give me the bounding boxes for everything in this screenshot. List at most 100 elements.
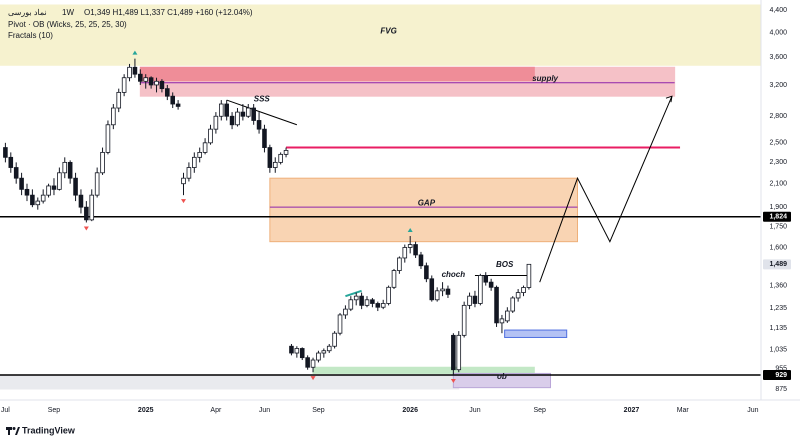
candle-body	[46, 185, 51, 196]
y-tick-label: 1,360	[769, 282, 787, 289]
candle-body	[24, 188, 30, 196]
candle-body	[213, 115, 219, 130]
candle-body	[159, 80, 165, 90]
candle-body	[132, 66, 138, 75]
candle-body	[197, 151, 202, 158]
y-tick-label: 1,235	[769, 305, 787, 312]
candle-body	[294, 348, 300, 354]
candle-body	[170, 95, 175, 105]
candle-body	[391, 270, 397, 288]
x-tick-label: Sep	[533, 407, 546, 414]
candle-body	[515, 292, 521, 299]
candle-body	[424, 265, 429, 280]
candle-body	[397, 257, 402, 271]
annotation-line	[539, 96, 673, 283]
candle-body	[262, 128, 267, 148]
y-tick-label: 3,200	[769, 82, 787, 89]
zone	[139, 66, 535, 82]
x-tick-label: 2027	[624, 407, 640, 414]
price-label-box	[763, 369, 791, 380]
candle-body	[418, 254, 424, 267]
candle-body	[224, 103, 229, 117]
candle-body	[245, 107, 251, 117]
annotation-label: ob	[497, 372, 507, 381]
candle-body	[343, 308, 348, 316]
price-label-box	[763, 211, 791, 222]
candle-body	[138, 73, 143, 82]
candle-body	[467, 295, 472, 306]
footer-brand: TradingView	[22, 425, 76, 435]
annotation-label: FVG	[380, 27, 396, 36]
annotation-label: SSS	[254, 94, 271, 103]
candle-body	[121, 77, 127, 93]
candle-body	[429, 278, 435, 301]
price-label: 1,824	[769, 214, 787, 221]
fractal-marker	[450, 378, 456, 383]
fractal-marker	[181, 199, 187, 204]
candle-body	[35, 200, 41, 206]
candle-body	[100, 151, 105, 174]
y-tick-label: 2,100	[769, 181, 787, 188]
zone	[0, 4, 762, 66]
candle-body	[51, 185, 57, 190]
candle-body	[192, 156, 197, 168]
candle-body	[218, 103, 224, 117]
x-tick-label: Sep	[48, 407, 61, 414]
logo	[6, 427, 20, 435]
y-tick-label: 875	[775, 386, 787, 393]
candle-body	[299, 348, 305, 359]
candle-body	[13, 167, 19, 179]
candle-body	[526, 263, 532, 288]
candle-body	[283, 150, 289, 155]
candle-body	[461, 304, 467, 336]
candle-body	[278, 153, 283, 163]
indicator: Fractals (10)	[8, 31, 53, 40]
candle-body	[67, 161, 73, 179]
candle-body	[181, 177, 186, 185]
candle-body	[19, 177, 24, 190]
candle-body	[111, 107, 116, 126]
y-tick-label: 955	[775, 365, 787, 372]
candle-body	[445, 288, 451, 295]
candle-body	[30, 194, 35, 206]
candle-body	[434, 290, 440, 301]
interval: 1W	[62, 8, 74, 17]
y-tick-label: 1,035	[769, 346, 787, 353]
candle-body	[154, 80, 159, 86]
candle-body	[521, 287, 526, 293]
plot-area: FVG supply SSS GAP choch BOS ob	[0, 4, 762, 390]
candle-body	[143, 77, 149, 82]
candle-body	[78, 194, 84, 208]
candle-body	[272, 161, 278, 168]
y-tick-label: 1,900	[769, 204, 787, 211]
price-label: 1,489	[769, 261, 787, 268]
candle-body	[505, 310, 510, 322]
candle-body	[494, 286, 499, 324]
candle-body	[326, 345, 332, 352]
candle-body	[235, 111, 240, 126]
candle-body	[472, 295, 478, 304]
x-tick-label: Jun	[747, 407, 758, 414]
x-tick-label: Jul	[1, 407, 10, 414]
candle-body	[456, 334, 462, 371]
candle-body	[478, 275, 483, 304]
candle-body	[186, 167, 192, 179]
candle-body	[8, 156, 14, 168]
candle-body	[499, 318, 505, 324]
candle-body	[310, 359, 316, 368]
candle-body	[208, 128, 213, 144]
fractal-marker	[132, 50, 138, 55]
annotation-line	[226, 99, 298, 126]
y-tick-label: 1,600	[769, 244, 787, 251]
y-tick-label: 2,300	[769, 159, 787, 166]
candle-body	[62, 161, 68, 174]
fractal-marker	[83, 226, 89, 231]
annotation-line	[345, 289, 362, 298]
y-tick-label: 4,000	[769, 29, 787, 36]
candle-body	[267, 147, 273, 168]
y-tick-label: 4,400	[769, 7, 787, 14]
arrow-head	[665, 95, 673, 103]
x-tick-label: 2025	[138, 407, 154, 414]
candle-body	[413, 244, 418, 256]
candle-body	[332, 332, 337, 347]
